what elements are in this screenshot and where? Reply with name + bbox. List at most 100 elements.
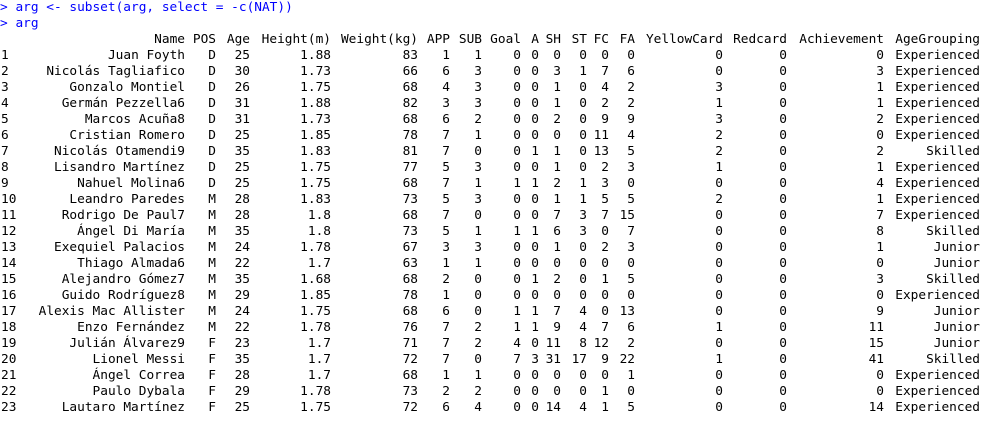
cell-goals: 0 — [513, 64, 521, 79]
header-yellow-card: YellowCard — [645, 32, 723, 47]
cell-achievement: 3 — [876, 272, 884, 287]
cell-weight: 83 — [402, 48, 418, 63]
cell-height: 1.75 — [300, 176, 331, 191]
header-height: Height(m) — [261, 32, 331, 47]
table-row: 4 Germán Pezzella6 D 31 1.88 82 3 3 0 0 1 0 2 2 1 0 1 Exp… — [0, 96, 995, 112]
cell-weight: 82 — [402, 96, 418, 111]
cell-shots-on-target: 1 — [579, 64, 587, 79]
cell-name: Gonzalo Montiel — [69, 80, 185, 95]
cell-position: M — [208, 192, 216, 207]
cell-row-index: 9 — [1, 176, 9, 191]
header-age: Age — [226, 32, 250, 47]
cell-shots-on-target: 4 — [579, 304, 587, 319]
cell-height: 1.75 — [300, 80, 331, 95]
cell-fouls-against: 0 — [627, 48, 635, 63]
cell-shots: 1 — [553, 80, 561, 95]
cell-shots: 31 — [545, 352, 561, 367]
cell-name: Leandro Paredes — [69, 192, 185, 207]
cell-position: F — [208, 352, 216, 367]
cell-appearances: 5 — [442, 192, 450, 207]
cell-age-grouping: Experienced — [895, 112, 980, 127]
cell-achievement: 3 — [876, 64, 884, 79]
cell-appearances: 6 — [442, 112, 450, 127]
cell-row-index: 15 — [1, 272, 17, 287]
cell-yellow-card: 2 — [715, 144, 723, 159]
cell-name: Lionel Messi — [92, 352, 185, 367]
cell-goals: 4 — [513, 336, 521, 351]
cell-yellow-card: 2 — [715, 192, 723, 207]
cell-shots-on-target: 0 — [579, 256, 587, 271]
cell-shots: 0 — [553, 368, 561, 383]
cell-assists: 0 — [531, 368, 539, 383]
cell-weight: 68 — [402, 112, 418, 127]
cell-shots-on-target: 0 — [579, 288, 587, 303]
cell-goals: 0 — [513, 112, 521, 127]
cell-goals: 0 — [513, 160, 521, 175]
cell-height: 1.7 — [307, 368, 331, 383]
cell-name: Exequiel Palacios — [54, 240, 185, 255]
cell-weight: 68 — [402, 176, 418, 191]
header-fouls-committed: FC — [593, 32, 609, 47]
cell-shots-on-target: 0 — [579, 368, 587, 383]
cell-achievement: 0 — [876, 128, 884, 143]
cell-achievement: 0 — [876, 288, 884, 303]
table-row: 3 Gonzalo Montiel D 26 1.75 68 4 3 0 0 1 0 4 2 3 0 1 Expe… — [0, 80, 995, 96]
cell-age-grouping: Experienced — [895, 64, 980, 79]
cell-height: 1.75 — [300, 400, 331, 415]
cell-fouls-against: 5 — [627, 144, 635, 159]
cell-height: 1.7 — [307, 256, 331, 271]
cell-height: 1.78 — [300, 240, 331, 255]
cell-age: 30 — [234, 64, 250, 79]
cell-assists: 0 — [531, 400, 539, 415]
cell-substitutions: 0 — [474, 352, 482, 367]
cell-fouls-against: 9 — [627, 112, 635, 127]
cell-assists: 0 — [531, 96, 539, 111]
cell-yellow-card: 0 — [715, 272, 723, 287]
cell-goals: 0 — [513, 192, 521, 207]
cell-achievement: 0 — [876, 48, 884, 63]
cell-age-grouping: Skilled — [926, 224, 980, 239]
cell-row-index: 8 — [1, 160, 9, 175]
cell-position: M — [208, 304, 216, 319]
cell-shots-on-target: 0 — [579, 272, 587, 287]
cell-yellow-card: 0 — [715, 336, 723, 351]
cell-age-grouping: Junior — [933, 240, 980, 255]
cell-weight: 68 — [402, 304, 418, 319]
cell-yellow-card: 0 — [715, 64, 723, 79]
cell-position: F — [208, 400, 216, 415]
cell-substitutions: 2 — [474, 384, 482, 399]
cell-fouls-committed: 7 — [601, 208, 609, 223]
cell-weight: 72 — [402, 400, 418, 415]
cell-goals: 0 — [513, 256, 521, 271]
cell-red-card: 0 — [779, 128, 787, 143]
cell-name: Cristian Romero — [69, 128, 185, 143]
cell-fouls-against: 2 — [627, 96, 635, 111]
cell-age: 31 — [234, 96, 250, 111]
cell-appearances: 4 — [442, 80, 450, 95]
cell-goals: 1 — [513, 320, 521, 335]
cell-assists: 0 — [531, 384, 539, 399]
cell-height: 1.68 — [300, 272, 331, 287]
cell-goals: 0 — [513, 288, 521, 303]
cell-position: D — [208, 48, 216, 63]
cell-shots: 0 — [553, 256, 561, 271]
cell-red-card: 0 — [779, 96, 787, 111]
cell-achievement: 0 — [876, 256, 884, 271]
cell-goals: 1 — [513, 176, 521, 191]
cell-appearances: 7 — [442, 352, 450, 367]
cell-assists: 0 — [531, 208, 539, 223]
cell-height: 1.85 — [300, 288, 331, 303]
cell-fouls-against: 0 — [627, 384, 635, 399]
cell-shots: 11 — [545, 336, 561, 351]
cell-height: 1.75 — [300, 304, 331, 319]
cell-weight: 63 — [402, 256, 418, 271]
cell-row-index: 3 — [1, 80, 9, 95]
cell-position: M — [208, 288, 216, 303]
cell-appearances: 2 — [442, 272, 450, 287]
header-substitutions: SUB — [458, 32, 482, 47]
cell-row-index: 6 — [1, 128, 9, 143]
cell-fouls-against: 4 — [627, 128, 635, 143]
cell-shots-on-target: 1 — [579, 176, 587, 191]
cell-age: 25 — [234, 48, 250, 63]
